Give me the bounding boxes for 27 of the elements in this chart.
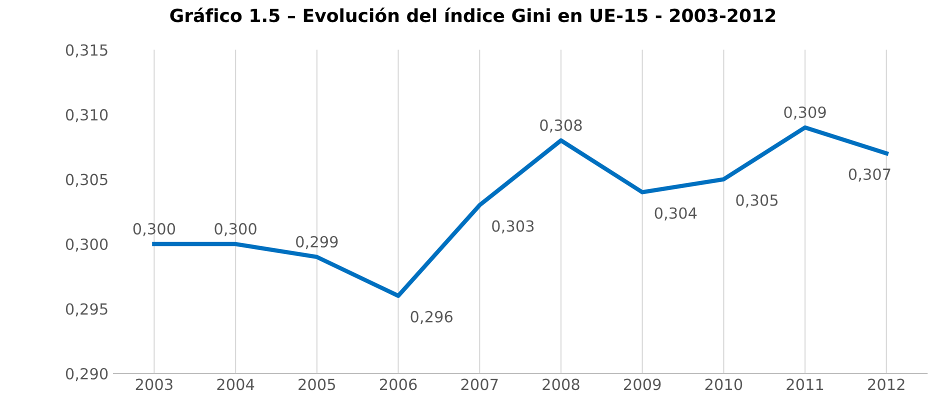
data-label: 0,304 — [654, 207, 697, 220]
data-label: 0,309 — [784, 106, 826, 120]
data-label: 0,300 — [133, 223, 176, 236]
x-tick-label: 2009 — [624, 378, 661, 390]
x-tick-label: 2004 — [217, 378, 254, 390]
chart-title: Gráfico 1.5 – Evolución del índice Gini en UE-15 - 2003-2012 — [170, 8, 776, 22]
x-tick-label: 2010 — [705, 378, 742, 390]
data-label: 0,303 — [492, 220, 534, 234]
x-tick-label: 2003 — [136, 378, 172, 390]
y-tick-label: 0,305 — [66, 174, 108, 187]
data-label: 0,296 — [410, 310, 453, 324]
data-label: 0,307 — [848, 168, 890, 182]
x-tick-label: 2008 — [542, 378, 580, 390]
x-tick-label: 2012 — [868, 378, 904, 390]
x-tick-label: 2011 — [786, 378, 824, 390]
x-tick-label: 2006 — [380, 378, 417, 390]
data-label: 0,305 — [736, 194, 778, 208]
data-label: 0,300 — [214, 223, 256, 236]
x-tick-label: 2007 — [461, 378, 498, 390]
data-label: 0,308 — [540, 119, 582, 133]
y-tick-label: 0,300 — [66, 238, 108, 252]
y-tick-label: 0,290 — [66, 368, 108, 382]
x-tick-label: 2005 — [298, 378, 336, 390]
y-tick-label: 0,295 — [66, 303, 108, 316]
y-tick-label: 0,315 — [66, 44, 108, 58]
y-tick-label: 0,310 — [66, 109, 108, 122]
data-label: 0,299 — [296, 236, 338, 250]
